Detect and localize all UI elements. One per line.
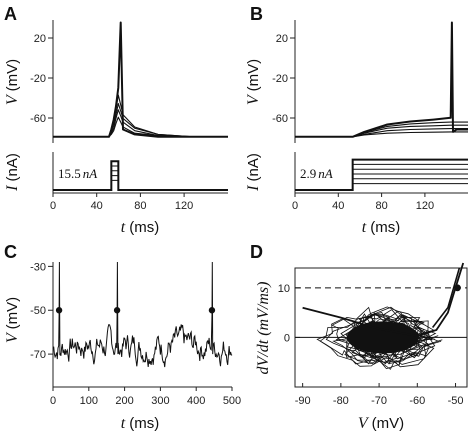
panel-d-dense-region bbox=[346, 321, 419, 354]
panel-c-xtick-label: 500 bbox=[223, 395, 241, 407]
panel-b-current-annotation: 2.9 nA bbox=[300, 166, 333, 181]
xtick-label: 0 bbox=[50, 200, 56, 212]
panel-d-yticks: 10 0 bbox=[278, 283, 300, 344]
panel-a-voltage-line bbox=[53, 116, 228, 138]
panel-a-volt-ylabel: V(mV) bbox=[4, 59, 21, 105]
panel-d-xtick-label: -70 bbox=[371, 395, 387, 407]
xtick-label: 0 bbox=[292, 200, 298, 212]
panel-d-ytick-label: 10 bbox=[278, 283, 290, 295]
panel-d-xtick-label: -90 bbox=[295, 395, 311, 407]
panel-a-current-step bbox=[53, 160, 228, 191]
panel-d-xtick-label: -60 bbox=[409, 395, 425, 407]
panel-c-ytick-label: -50 bbox=[30, 305, 46, 317]
panel-c-threshold-dot bbox=[208, 307, 216, 314]
panel-c-letter: C bbox=[4, 242, 17, 262]
panel-a-letter: A bbox=[4, 4, 17, 24]
xtick-label: 120 bbox=[416, 200, 434, 212]
panel-d-xticks: -90 -80 -70 -60 -50 bbox=[295, 383, 464, 407]
panel-a-xticks: 0 40 80 120 bbox=[50, 193, 193, 212]
panel-d-fit-line-2 bbox=[431, 267, 461, 328]
panel-a-voltage-traces bbox=[53, 21, 228, 138]
panel-d-phase-plot bbox=[295, 262, 467, 370]
panel-a-voltage-line bbox=[53, 21, 228, 138]
panel-c-threshold-dot bbox=[55, 307, 63, 314]
panel-c-threshold-dot bbox=[113, 307, 121, 314]
panel-d-xtick-label: -80 bbox=[333, 395, 349, 407]
xtick-label: 80 bbox=[134, 200, 146, 212]
panel-d-ylabel: dV/dt (mV/ms) bbox=[255, 282, 272, 375]
panel-b-xticks: 0 40 80 120 bbox=[292, 193, 434, 212]
panel-d-letter: D bbox=[250, 242, 263, 262]
panel-d-ytick-label: 0 bbox=[284, 332, 290, 344]
panel-d: 10 0 -90 -80 -70 -60 -50 dV/dt (mV/ms) V (mV) bbox=[255, 262, 468, 432]
panel-a-current-step bbox=[53, 179, 228, 191]
panel-b-voltage-line bbox=[295, 21, 468, 138]
panel-b: 20 -20 -60 V(mV) I(nA) 2.9 nA 0 40 80 120 t(… bbox=[245, 20, 468, 236]
panel-c-xtick-label: 100 bbox=[80, 395, 98, 407]
panel-a-curr-ylabel: I(nA) bbox=[4, 153, 21, 192]
panel-a-ytick-label: 20 bbox=[34, 33, 46, 45]
panel-b-letter: B bbox=[250, 4, 263, 24]
panel-c-xtick-label: 0 bbox=[50, 395, 56, 407]
panel-b-volt-ylabel: V(mV) bbox=[245, 59, 262, 105]
xtick-label: 80 bbox=[375, 200, 387, 212]
panel-a-ytick-label: -20 bbox=[30, 73, 46, 85]
panel-d-xlabel: V (mV) bbox=[358, 415, 404, 432]
panel-a-voltage-line bbox=[53, 94, 228, 138]
panel-c-ytick-label: -70 bbox=[30, 349, 46, 361]
panel-a-ytick-label: -60 bbox=[30, 113, 46, 125]
panel-b-ytick-label: -60 bbox=[272, 113, 288, 125]
panel-a: 20 -20 -60 V(mV) I(nA) 15.5 nA 0 40 80 120 t… bbox=[4, 20, 228, 236]
panel-c-xtick-label: 200 bbox=[115, 395, 133, 407]
panel-c-voltage-line bbox=[52, 261, 233, 368]
panel-d-fit-line bbox=[302, 262, 465, 337]
panel-b-xlabel: t (ms) bbox=[362, 219, 400, 236]
panel-d-frame bbox=[294, 267, 468, 388]
panel-c-ylabel: V(mV) bbox=[4, 297, 21, 343]
panel-b-voltage-traces bbox=[295, 21, 468, 138]
panel-c-yticks: -30 -50 -70 bbox=[30, 261, 53, 361]
panel-c-xtick-label: 400 bbox=[187, 395, 205, 407]
panel-b-ytick-label: -20 bbox=[272, 73, 288, 85]
panel-c-voltage-trace bbox=[52, 261, 233, 368]
panel-b-current-step bbox=[295, 158, 468, 191]
xtick-label: 40 bbox=[91, 200, 103, 212]
panel-c-ytick-label: -30 bbox=[30, 261, 46, 273]
panel-c-xlabel: t (ms) bbox=[121, 415, 159, 432]
panel-a-xlabel: t (ms) bbox=[121, 219, 159, 236]
panel-b-ytick-label: 20 bbox=[276, 33, 288, 45]
panel-b-curr-ylabel: I(nA) bbox=[245, 153, 262, 192]
panel-d-threshold-dot bbox=[454, 284, 461, 292]
panel-d-xtick-label: -50 bbox=[448, 395, 464, 407]
xtick-label: 40 bbox=[332, 200, 344, 212]
panel-c-xticks: 0 100 200 300 400 500 bbox=[50, 387, 241, 407]
panel-a-current-traces bbox=[53, 160, 228, 191]
panel-a-voltage-line bbox=[53, 109, 228, 138]
xtick-label: 120 bbox=[175, 200, 193, 212]
panel-a-current-annotation: 15.5 nA bbox=[58, 166, 97, 181]
panel-b-current-traces bbox=[295, 158, 468, 191]
panel-c: -30 -50 -70 0 100 200 300 400 500 V(mV) t (ms) bbox=[4, 261, 241, 432]
panel-c-xtick-label: 300 bbox=[151, 395, 169, 407]
